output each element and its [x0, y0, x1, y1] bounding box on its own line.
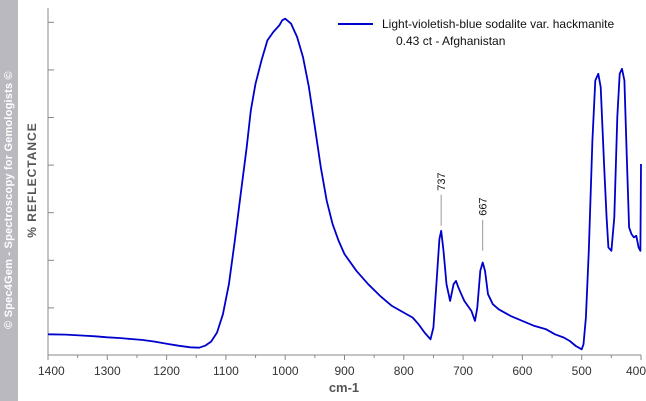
- x-tick-label: 800: [394, 364, 414, 378]
- y-ticks: [48, 21, 54, 309]
- x-tick-label: 500: [572, 364, 592, 378]
- series-line: [47, 17, 642, 351]
- annotations: 737 667: [436, 172, 490, 251]
- annotation-label: 667: [478, 197, 490, 215]
- annotation-label: 737: [436, 172, 448, 190]
- axes: [47, 8, 641, 356]
- legend-entry-line2: 0.43 ct - Afghanistan: [396, 34, 505, 48]
- copyright-sidebar: © Spec4Gem - Spectroscopy for Gemologist…: [0, 0, 18, 401]
- x-tick-label: 1400: [38, 364, 65, 378]
- legend: Light-violetish-blue sodalite var. hackm…: [338, 17, 614, 48]
- x-ticks: 1400 1300 1200 1100 1000 900 800 700 600 500 400: [38, 355, 646, 378]
- x-tick-label: 900: [334, 364, 354, 378]
- legend-entry-line1: Light-violetish-blue sodalite var. hackm…: [382, 17, 614, 31]
- x-axis-title: cm-1: [329, 380, 359, 395]
- x-tick-label: 1300: [94, 364, 121, 378]
- series-layer: [47, 17, 642, 351]
- x-tick-label: 1100: [213, 364, 239, 378]
- x-tick-label: 700: [453, 364, 473, 378]
- x-tick-label: 1200: [153, 364, 180, 378]
- y-axis-title: % REFLECTANCE: [25, 122, 39, 237]
- x-tick-label: 400: [626, 364, 646, 378]
- x-tick-label: 600: [512, 364, 532, 378]
- x-tick-label: 1000: [272, 364, 299, 378]
